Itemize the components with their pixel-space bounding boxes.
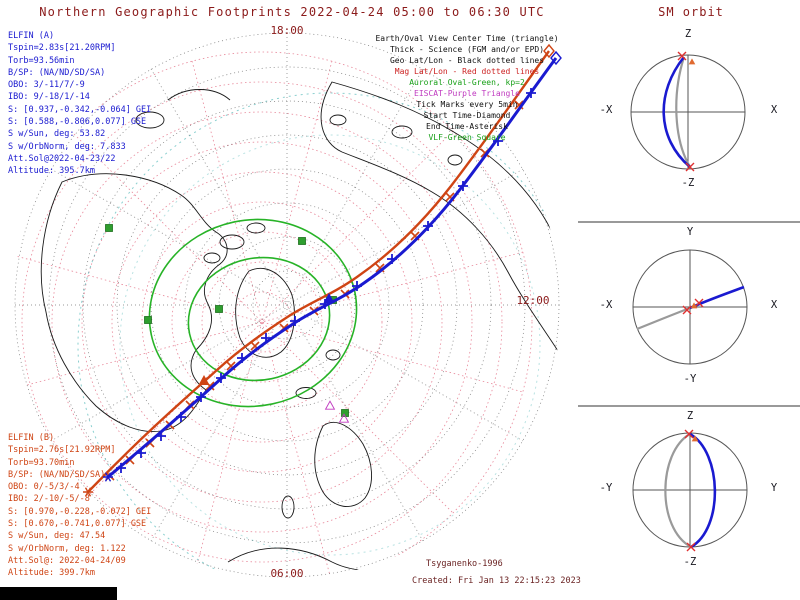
orbit-far-arc [675, 56, 691, 168]
elfin-a-name: ELFIN (A) [8, 31, 55, 41]
orbit-mark-x [685, 162, 695, 172]
axis-label-p1-right: X [770, 104, 778, 116]
mlt-label-18: 18:00 [270, 24, 304, 37]
elfin-b-center-triangle [198, 375, 210, 385]
elfin-a-line: IBO: 9/-18/1/-14 [8, 92, 90, 103]
elfin-b-track [82, 44, 555, 497]
legend-item: Tick Marks every 5min [416, 100, 518, 109]
magnetic-grid [13, 51, 533, 579]
legend-item: EISCAT-Purple Triangle [414, 89, 520, 98]
legend-item: End Time-Asterisk [426, 122, 508, 131]
elfin-a-line: OBO: 3/-11/7/-9 [8, 80, 85, 91]
axis-label-p3-bottom: -Z [683, 556, 697, 568]
elfin-a-track [102, 51, 562, 482]
auroral-oval [148, 218, 358, 408]
elfin-b-line: B/SP: (NA/ND/SD/SA) [8, 469, 106, 480]
axis-label-p3-left: -Y [599, 482, 613, 494]
panel-dividers [578, 221, 800, 407]
mlt-label-12: 12:00 [516, 294, 550, 307]
page-title: Northern Geographic Footprints 2022-04-2… [39, 5, 545, 19]
elfin-b-line: Att.Sol@: 2022-04-24/09 [8, 555, 126, 566]
elfin-b-line: Torb=93.70min [8, 457, 75, 468]
geographic-grid [14, 32, 560, 578]
elfin-b-line: OBO: 0/-5/3/-4 [8, 482, 80, 493]
elfin-b-line: S w/Sun, deg: 47.54 [8, 531, 106, 542]
orbit-far-arc [636, 306, 691, 331]
sm-orbit-title: SM orbit [658, 5, 724, 19]
orbit-near-arc [689, 432, 717, 549]
legend-item: VLF-Green Square [428, 133, 506, 142]
elfin-a-line: S: [0.588,-0.806,0.077] GSE [8, 117, 147, 128]
elfin-a-line: Tspin=2.83s[21.20RPM] [8, 43, 116, 54]
elfin-a-line: Altitude: 395.7km [8, 166, 95, 177]
elfin-a-line: B/SP: (NA/ND/SD/SA) [8, 67, 106, 78]
legend-item: Auroral Oval-Green, kp=2 [409, 78, 525, 87]
terminator-line [77, 92, 561, 579]
elfin-b-line: Altitude: 399.7km [8, 568, 95, 579]
axis-label-p2-right: X [770, 299, 778, 311]
elfin-b-ticks [105, 100, 524, 481]
elfin-b-path [87, 50, 550, 493]
elfin-a-info: ELFIN (A) Tspin=2.83s[21.20RPM] Torb=93.… [8, 30, 151, 178]
elfin-b-line: S w/OrbNorm, deg: 1.122 [8, 543, 126, 554]
axis-label-p1-left: -X [599, 104, 613, 116]
elfin-a-line: Att.Sol@2022-04-23/22 [8, 153, 116, 164]
elfin-a-line: S: [0.937,-0.342,-0.064] GEI [8, 104, 152, 115]
elfin-b-name: ELFIN (B) [8, 433, 55, 443]
sm-panel-xz [630, 51, 746, 172]
elfin-b-info: ELFIN (B) Tspin=2.76s[21.92RPM] Torb=93.… [8, 432, 151, 580]
legend-item: Start Time-Diamond [423, 111, 511, 120]
sm-panel-xy [632, 249, 748, 365]
map-legend: Earth/Oval View Center Time (triangle) T… [360, 33, 574, 143]
elfin-b-line: IBO: 2/-10/-5/-8 [8, 494, 90, 505]
model-label: Tsyganenko-1996 [426, 559, 503, 569]
elfin-b-line: S: [0.670,-0.741,0.077] GSE [8, 519, 147, 530]
sm-panel-yz [632, 429, 748, 552]
axis-label-p2-top: Y [686, 226, 694, 238]
axis-label-p1-top: Z [684, 28, 692, 40]
orbit-near-arc [662, 56, 691, 168]
bottom-left-black-strip [0, 587, 117, 600]
orbit-mark-triangle [688, 58, 696, 65]
axis-label-p2-bottom: -Y [683, 373, 697, 385]
elfin-b-line: Tspin=2.76s[21.92RPM] [8, 445, 116, 456]
orbit-far-arc [664, 433, 692, 548]
created-label: Created: Fri Jan 13 22:15:23 2023 [412, 576, 581, 586]
elfin-a-line: S w/OrbNorm, deg: 7.833 [8, 141, 126, 152]
legend-item: Mag Lat/Lon - Red dotted lines [394, 67, 540, 76]
legend-item: Thick - Science (FGM and/or EPD) [389, 45, 545, 54]
elfin-a-line: Torb=93.56min [8, 55, 75, 66]
mlt-label-06: 06:00 [270, 567, 304, 580]
elfin-b-line: S: [0.970,-0.228,-0.072] GEI [8, 506, 152, 517]
axis-label-p3-right: Y [770, 482, 778, 494]
legend-item: Geo Lat/Lon - Black dotted lines [389, 56, 545, 65]
axis-label-p1-bottom: -Z [681, 177, 695, 189]
axis-label-p2-left: -X [599, 299, 613, 311]
legend-item: Earth/Oval View Center Time (triangle) [375, 34, 559, 43]
elfin-a-line: S w/Sun, deg: 53.82 [8, 129, 106, 140]
axis-label-p3-top: Z [686, 410, 694, 422]
